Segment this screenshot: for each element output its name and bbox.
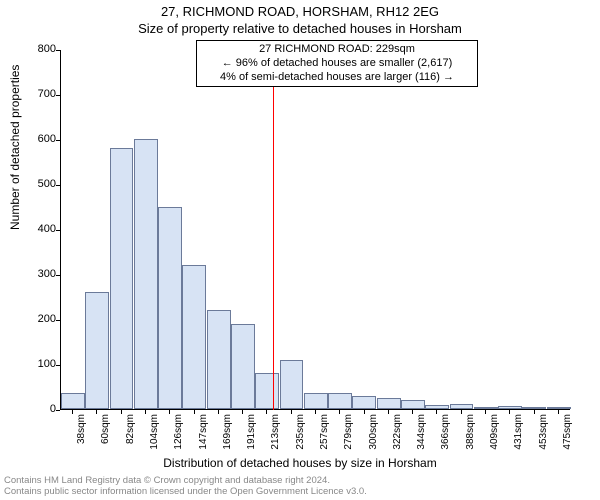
x-tick-label: 475sqm	[562, 414, 573, 454]
histogram-bar	[231, 324, 255, 410]
histogram-bar	[110, 148, 134, 409]
x-tick-label: 147sqm	[198, 414, 209, 454]
footer-attribution: Contains HM Land Registry data © Crown c…	[4, 476, 596, 498]
histogram-bar	[61, 393, 85, 409]
x-tick-label: 257sqm	[319, 414, 330, 454]
x-tick-label: 300sqm	[368, 414, 379, 454]
chart-container: 27, RICHMOND ROAD, HORSHAM, RH12 2EG Siz…	[0, 0, 600, 500]
x-tick-mark	[169, 410, 170, 414]
histogram-bar	[498, 406, 522, 409]
histogram-bar	[474, 407, 498, 409]
x-tick-mark	[558, 410, 559, 414]
y-tick-label: 700	[16, 88, 56, 100]
y-tick-label: 200	[16, 313, 56, 325]
histogram-bar	[328, 393, 352, 409]
histogram-bar	[377, 398, 401, 409]
y-tick-mark	[56, 95, 60, 96]
x-tick-label: 60sqm	[100, 414, 111, 454]
x-tick-label: 126sqm	[173, 414, 184, 454]
x-tick-mark	[509, 410, 510, 414]
x-tick-mark	[72, 410, 73, 414]
x-axis-label: Distribution of detached houses by size …	[0, 456, 600, 470]
y-tick-mark	[56, 140, 60, 141]
x-tick-label: 38sqm	[76, 414, 87, 454]
y-tick-mark	[56, 365, 60, 366]
x-tick-label: 82sqm	[125, 414, 136, 454]
y-tick-label: 500	[16, 178, 56, 190]
x-tick-label: 213sqm	[270, 414, 281, 454]
x-tick-label: 104sqm	[149, 414, 160, 454]
x-tick-label: 388sqm	[465, 414, 476, 454]
y-tick-label: 800	[16, 43, 56, 55]
annotation-line-1: 27 RICHMOND ROAD: 229sqm	[201, 43, 473, 57]
histogram-bar	[85, 292, 109, 409]
y-tick-mark	[56, 410, 60, 411]
x-tick-mark	[412, 410, 413, 414]
x-tick-label: 169sqm	[222, 414, 233, 454]
histogram-bar	[207, 310, 231, 409]
x-tick-label: 235sqm	[295, 414, 306, 454]
y-tick-label: 400	[16, 223, 56, 235]
x-tick-mark	[96, 410, 97, 414]
y-tick-label: 0	[16, 403, 56, 415]
x-tick-label: 366sqm	[440, 414, 451, 454]
histogram-bar	[304, 393, 328, 409]
marker-line	[273, 50, 274, 410]
chart-title-main: 27, RICHMOND ROAD, HORSHAM, RH12 2EG	[0, 4, 600, 19]
y-tick-label: 100	[16, 358, 56, 370]
histogram-bar	[134, 139, 158, 409]
x-tick-label: 322sqm	[392, 414, 403, 454]
annotation-box: 27 RICHMOND ROAD: 229sqm ← 96% of detach…	[196, 40, 478, 87]
y-tick-label: 300	[16, 268, 56, 280]
histogram-bar	[182, 265, 206, 409]
y-tick-mark	[56, 320, 60, 321]
y-tick-mark	[56, 275, 60, 276]
x-tick-mark	[436, 410, 437, 414]
histogram-bar	[547, 407, 571, 409]
histogram-bar	[425, 405, 449, 410]
x-tick-mark	[461, 410, 462, 414]
x-tick-mark	[534, 410, 535, 414]
x-tick-mark	[315, 410, 316, 414]
y-tick-mark	[56, 185, 60, 186]
x-tick-mark	[485, 410, 486, 414]
plot-area	[60, 50, 570, 410]
annotation-line-2: ← 96% of detached houses are smaller (2,…	[201, 57, 473, 71]
x-tick-mark	[194, 410, 195, 414]
y-tick-label: 600	[16, 133, 56, 145]
histogram-bar	[255, 373, 279, 409]
histogram-bar	[522, 407, 546, 409]
histogram-bar	[352, 396, 376, 410]
histogram-bar	[158, 207, 182, 410]
x-tick-mark	[218, 410, 219, 414]
x-tick-label: 453sqm	[538, 414, 549, 454]
annotation-line-3: 4% of semi-detached houses are larger (1…	[201, 71, 473, 85]
x-tick-label: 344sqm	[416, 414, 427, 454]
x-tick-mark	[266, 410, 267, 414]
x-tick-mark	[145, 410, 146, 414]
x-tick-label: 279sqm	[343, 414, 354, 454]
y-tick-mark	[56, 230, 60, 231]
y-tick-mark	[56, 50, 60, 51]
chart-title-sub: Size of property relative to detached ho…	[0, 21, 600, 36]
histogram-bar	[401, 400, 425, 409]
x-tick-mark	[339, 410, 340, 414]
x-tick-label: 191sqm	[246, 414, 257, 454]
x-tick-label: 431sqm	[513, 414, 524, 454]
histogram-bar	[450, 404, 474, 409]
histogram-bar	[280, 360, 304, 410]
x-tick-mark	[291, 410, 292, 414]
x-tick-mark	[364, 410, 365, 414]
footer-line-2: Contains public sector information licen…	[4, 487, 596, 498]
x-tick-mark	[242, 410, 243, 414]
x-tick-mark	[121, 410, 122, 414]
x-tick-mark	[388, 410, 389, 414]
x-tick-label: 409sqm	[489, 414, 500, 454]
